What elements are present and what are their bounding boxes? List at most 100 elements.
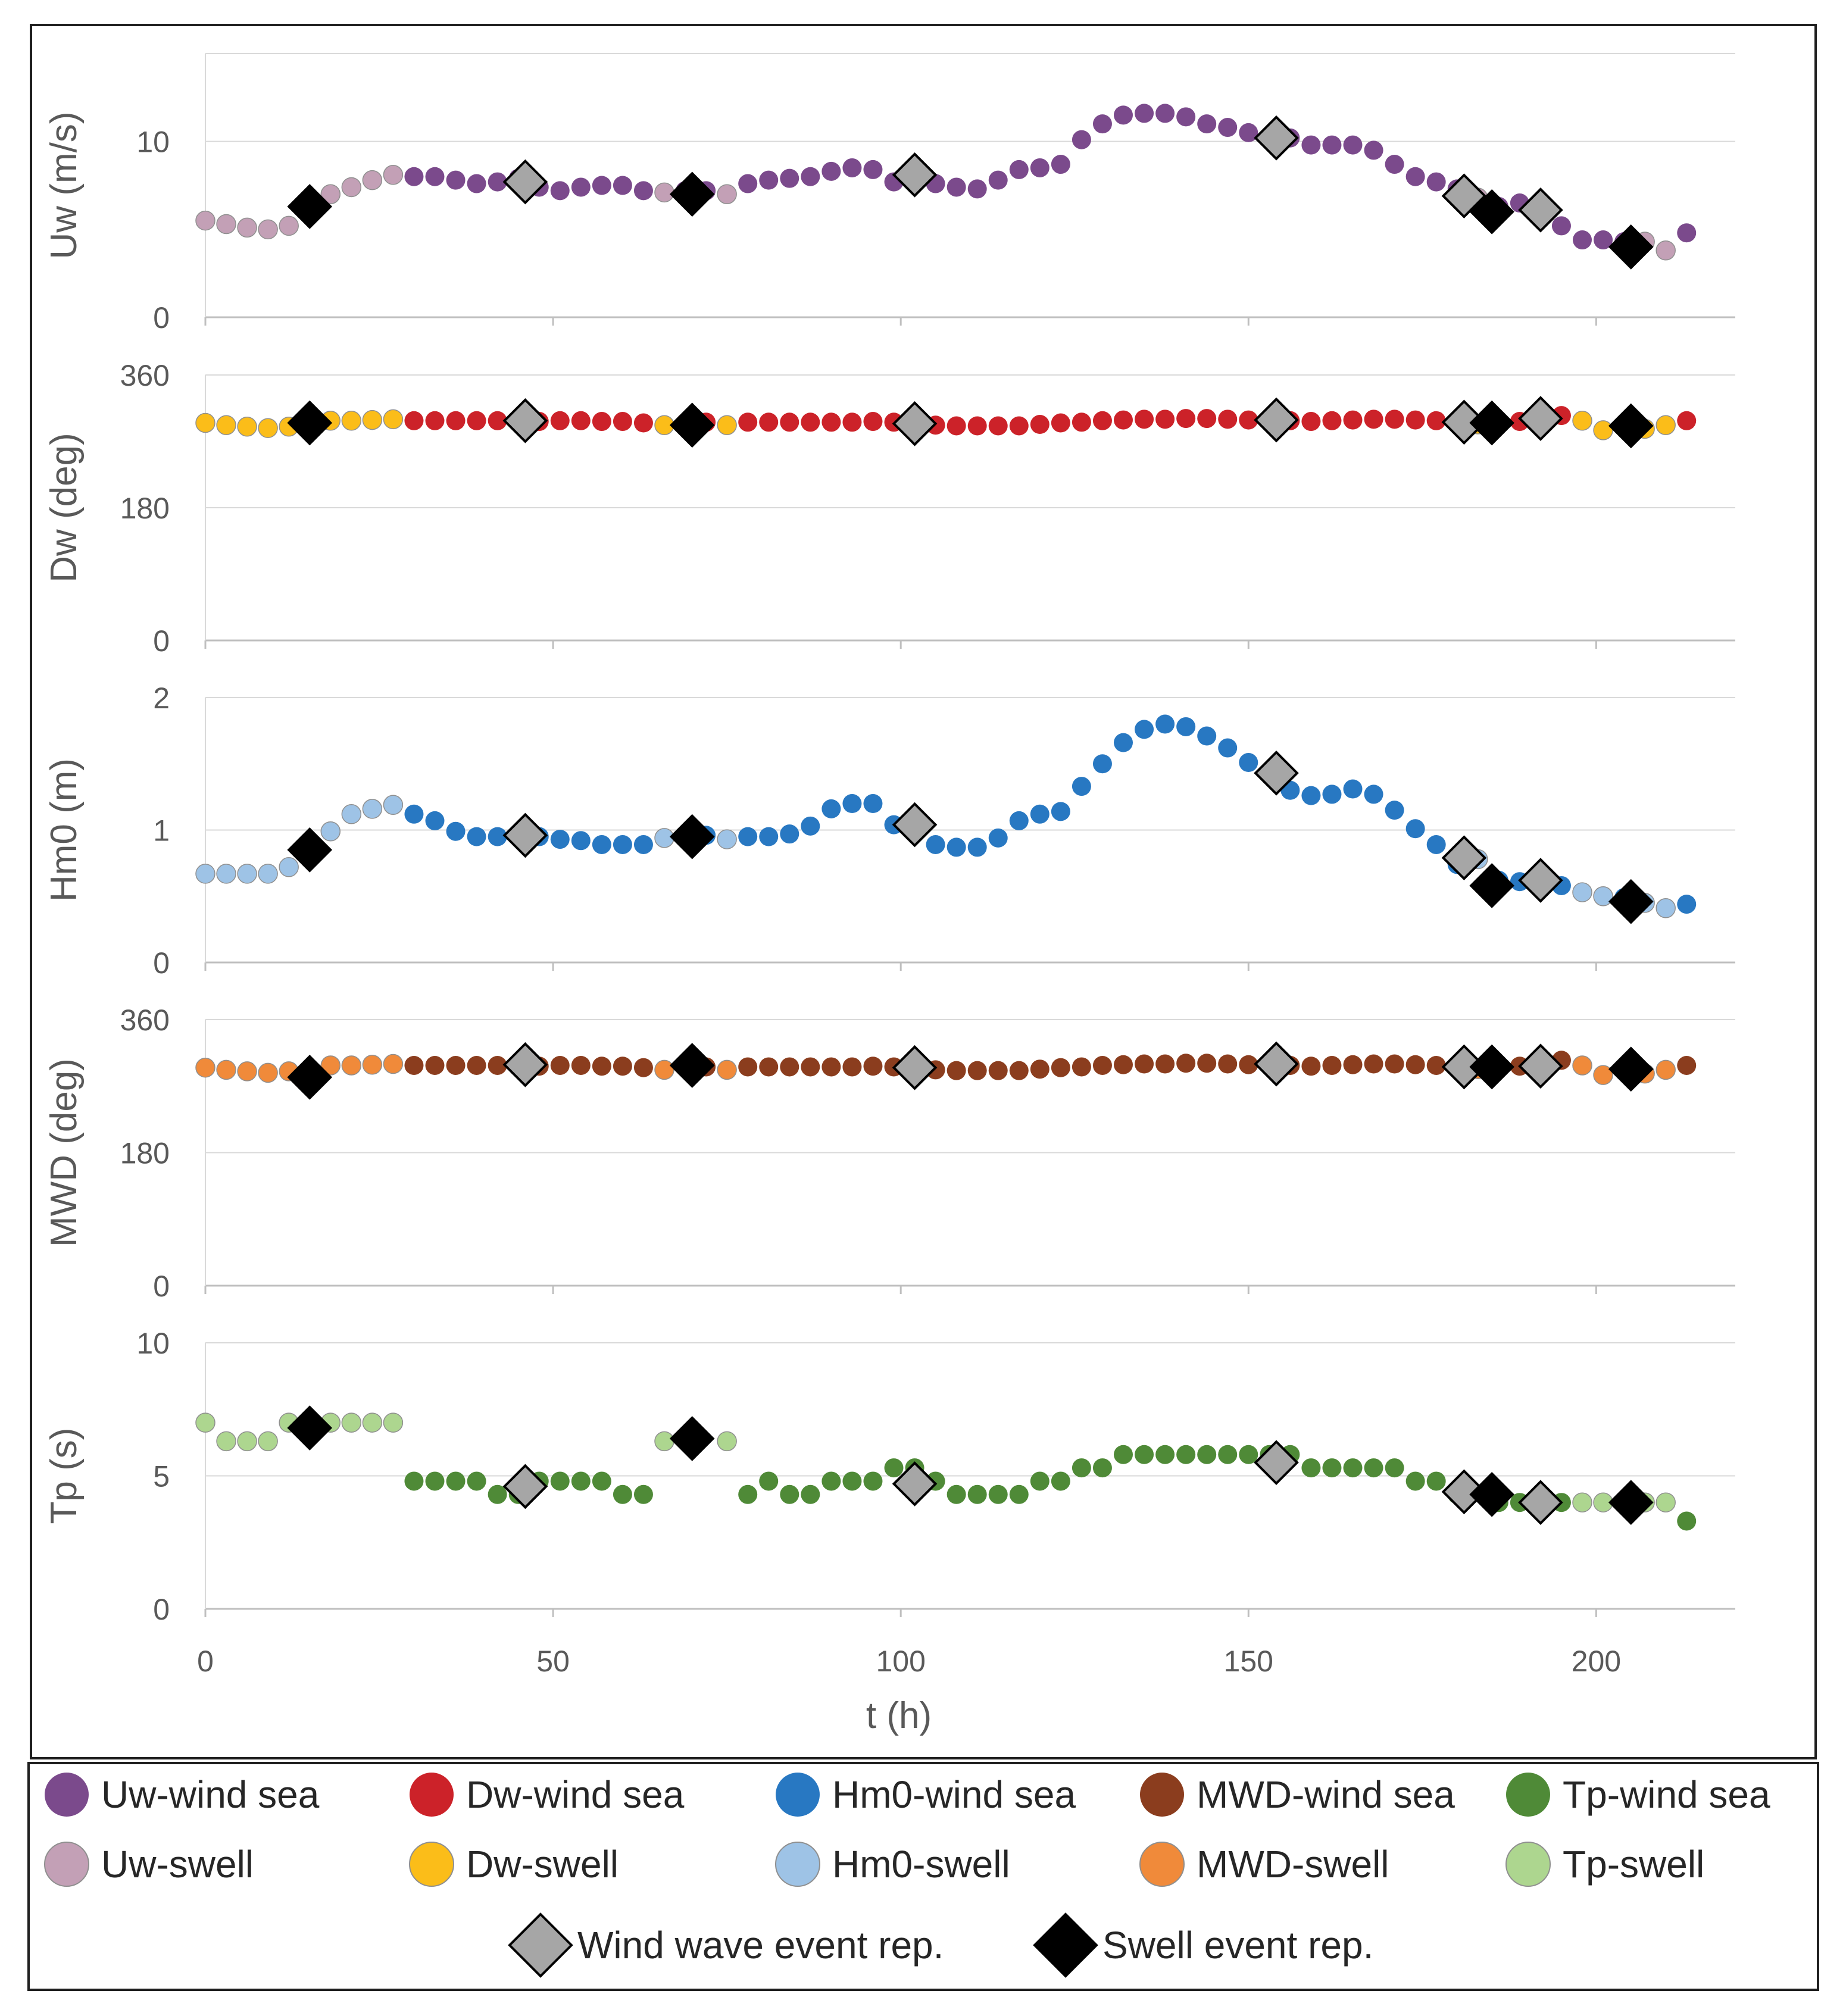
point-hm0-wind-sea (1218, 738, 1238, 758)
point-uw-wind-sea (947, 177, 966, 197)
point-tp-wind-sea (404, 1471, 424, 1491)
point-uw-wind-sea (1343, 135, 1363, 155)
point-uw-swell (237, 217, 257, 238)
point-uw-wind-sea (1239, 123, 1258, 142)
point-hm0-swell (1572, 882, 1592, 902)
point-hm0-wind-sea (571, 831, 591, 851)
point-uw-wind-sea (633, 181, 653, 201)
series-dw-swell (195, 409, 1676, 440)
point-tp-wind-sea (1405, 1471, 1425, 1491)
point-dw-wind-sea (1092, 411, 1112, 430)
point-swell-event-rep (669, 171, 715, 217)
point-uw-wind-sea (1176, 107, 1196, 127)
point-dw-wind-sea (822, 412, 841, 432)
point-mwd-wind-sea (1155, 1054, 1175, 1074)
point-dw-wind-sea (1426, 411, 1446, 430)
point-mwd-swell (320, 1055, 341, 1076)
point-dw-wind-sea (947, 416, 966, 436)
y-tick-label: 5 (153, 1460, 170, 1493)
point-tp-wind-sea (1009, 1484, 1029, 1504)
point-uw-swell (362, 170, 383, 190)
point-swell-event-rep (1469, 189, 1514, 235)
point-uw-wind-sea (550, 181, 570, 201)
legend-marker (44, 1842, 89, 1887)
point-swell-event-rep (287, 1055, 333, 1100)
point-mwd-wind-sea (1364, 1054, 1383, 1074)
point-dw-swell (237, 416, 257, 437)
point-mwd-wind-sea (404, 1055, 424, 1075)
point-uw-wind-sea (1677, 223, 1697, 243)
point-hm0-wind-sea (633, 834, 653, 854)
panel-hm0: 0 1 2 Hm0 (m) (43, 682, 1735, 980)
point-swell-event-rep (1608, 879, 1654, 924)
point-hm0-wind-sea (1155, 714, 1175, 734)
y-tick-label: 180 (120, 492, 170, 525)
y-tick-label: 0 (153, 301, 170, 335)
point-tp-wind-sea (1343, 1458, 1363, 1478)
point-uw-wind-sea (780, 168, 799, 188)
point-uw-swell (195, 210, 215, 231)
point-dw-wind-sea (550, 411, 570, 430)
point-dw-wind-sea (1114, 410, 1133, 430)
point-swell-event-rep (669, 814, 715, 859)
point-uw-wind-sea (1072, 130, 1091, 149)
point-wind-wave-event-rep (1518, 1043, 1563, 1089)
point-hm0-wind-sea (1092, 754, 1112, 774)
point-mwd-wind-sea (1405, 1055, 1425, 1074)
point-dw-swell (341, 411, 362, 431)
point-hm0-wind-sea (1135, 720, 1154, 739)
series-swell-event-rep (287, 1043, 1654, 1100)
legend-item-hm0-swell: Hm0-swell (775, 1842, 1010, 1887)
point-dw-wind-sea (738, 412, 758, 432)
point-mwd-wind-sea (425, 1055, 445, 1075)
point-mwd-wind-sea (1072, 1057, 1091, 1077)
point-uw-swell (383, 165, 404, 185)
point-hm0-swell (383, 795, 404, 815)
legend-marker (776, 1773, 820, 1817)
series-swell-event-rep (287, 814, 1654, 924)
legend-marker (45, 1773, 89, 1817)
point-uw-wind-sea (571, 177, 591, 197)
point-mwd-swell (383, 1054, 404, 1074)
point-mwd-swell (258, 1062, 278, 1083)
point-hm0-wind-sea (1322, 784, 1342, 804)
point-tp-wind-sea (947, 1484, 966, 1504)
panel-mwd: 0 180 360 MWD (deg) (43, 1004, 1735, 1303)
point-tp-wind-sea (1197, 1445, 1217, 1464)
y-tick-label: 0 (153, 1593, 170, 1626)
point-tp-wind-sea (1677, 1511, 1697, 1531)
x-tick-label: 50 (536, 1645, 570, 1678)
point-mwd-swell (237, 1061, 257, 1082)
legend-label: MWD-wind sea (1197, 1773, 1455, 1816)
point-swell-event-rep (669, 1416, 715, 1461)
point-hm0-wind-sea (1301, 786, 1321, 805)
point-mwd-wind-sea (1176, 1054, 1196, 1073)
point-hm0-wind-sea (926, 834, 945, 854)
point-tp-wind-sea (1301, 1458, 1321, 1478)
point-tp-wind-sea (884, 1458, 904, 1478)
point-uw-wind-sea (759, 170, 779, 190)
y-tick-label: 0 (153, 1270, 170, 1303)
point-hm0-wind-sea (550, 830, 570, 849)
point-mwd-swell (1593, 1065, 1613, 1085)
point-hm0-wind-sea (488, 827, 507, 846)
point-mwd-wind-sea (1092, 1055, 1112, 1075)
point-swell-event-rep (1608, 224, 1654, 270)
point-uw-swell (1656, 240, 1676, 261)
point-uw-wind-sea (842, 158, 862, 177)
y-tick-label: 2 (153, 682, 170, 715)
point-uw-wind-sea (1426, 172, 1446, 192)
point-mwd-wind-sea (1239, 1055, 1258, 1074)
point-mwd-swell (195, 1057, 215, 1078)
point-tp-wind-sea (1218, 1445, 1238, 1464)
point-dw-wind-sea (780, 412, 799, 432)
point-mwd-wind-sea (550, 1055, 570, 1075)
point-tp-wind-sea (738, 1484, 758, 1504)
point-hm0-wind-sea (967, 837, 987, 857)
point-mwd-wind-sea (488, 1055, 507, 1075)
legend-item-uw-wind-sea: Uw-wind sea (45, 1773, 320, 1817)
point-uw-wind-sea (1301, 135, 1321, 155)
point-hm0-swell (717, 829, 737, 849)
y-axis-label: Tp (s) (43, 1428, 85, 1524)
x-tick-label: 100 (876, 1645, 925, 1678)
